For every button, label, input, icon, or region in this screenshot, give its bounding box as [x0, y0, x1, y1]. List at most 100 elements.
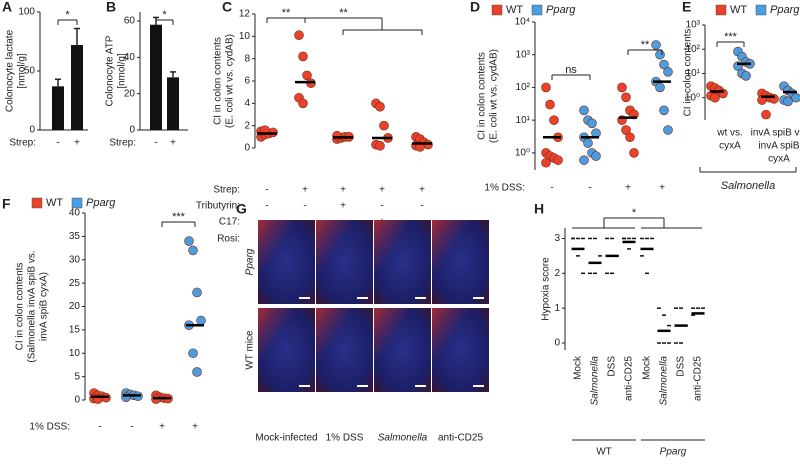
legend-swatch — [532, 5, 542, 15]
y-axis-label: [nmol/g] — [117, 53, 128, 89]
y-axis-label: Colonocyte lactate — [5, 29, 16, 112]
data-point — [792, 93, 800, 102]
legend-swatch — [716, 5, 726, 15]
data-point — [656, 50, 665, 59]
x-axis-label: Strep: — [9, 138, 36, 149]
y-tick-label: 10² — [516, 82, 531, 93]
y-tick-label: 40 — [69, 208, 81, 219]
y-tick-label: 0 — [244, 143, 250, 154]
data-point — [652, 40, 661, 49]
y-tick-label: 6 — [244, 76, 250, 87]
condition-value: + — [340, 201, 346, 212]
condition-value: - — [420, 201, 423, 212]
data-point — [664, 67, 673, 76]
condition-label: Strep: — [213, 185, 240, 196]
condition-value: + — [379, 185, 385, 196]
micrograph-edge — [316, 308, 373, 392]
condition-value: - — [380, 201, 383, 212]
panel-label: E — [682, 0, 691, 15]
legend-swatch — [492, 5, 502, 15]
data-point — [333, 131, 342, 140]
group-label: cyxA — [768, 154, 790, 165]
y-tick-label: 10 — [239, 31, 251, 42]
condition-value: + — [340, 185, 346, 196]
y-tick-label: 2 — [554, 268, 560, 279]
significance: *** — [724, 31, 738, 43]
y-tick-label: 30 — [69, 254, 81, 265]
group-label: invA spiB vs. — [751, 128, 800, 139]
y-axis-label: (E. coli wt vs. cydAB) — [225, 34, 236, 128]
condition-label: 1% DSS: — [29, 422, 70, 433]
panel-label: G — [236, 201, 247, 217]
data-point — [546, 100, 555, 109]
condition-value: + — [419, 185, 425, 196]
panel-label: A — [2, 0, 12, 15]
y-tick-label: 1 — [554, 303, 560, 314]
data-point — [197, 316, 206, 325]
x-axis-label: Strep: — [109, 138, 136, 149]
data-point — [584, 139, 593, 148]
y-tick-label: 0 — [29, 125, 35, 136]
row-label: WT mice — [245, 330, 256, 370]
data-point — [784, 97, 793, 106]
data-point — [592, 152, 601, 161]
condition-value: - — [98, 422, 101, 433]
y-axis-label: (Salmonella invA spiB vs. — [27, 250, 38, 362]
column-label: Salmonella — [378, 433, 428, 444]
condition-value: - — [130, 422, 133, 433]
y-tick-label: 0 — [74, 395, 80, 406]
significance: * — [65, 9, 70, 21]
data-point — [550, 116, 559, 125]
x-tick-label: anti-CD25 — [624, 356, 635, 401]
data-point — [554, 156, 563, 165]
data-point — [185, 237, 194, 246]
legend-label: Pparg — [546, 4, 576, 16]
y-tick-label: 10 — [69, 348, 81, 359]
group-label: wt vs. — [716, 128, 743, 139]
data-point — [630, 148, 639, 157]
panel-label: C — [222, 0, 232, 15]
data-point — [580, 156, 589, 165]
condition-value: - — [550, 183, 553, 194]
y-tick-label: 35 — [69, 231, 81, 242]
condition-value: + — [192, 422, 198, 433]
data-point — [618, 83, 627, 92]
significance: * — [632, 207, 637, 219]
legend-label: Pparg — [86, 197, 116, 209]
x-tick-label: - — [154, 138, 157, 149]
condition-value: - — [265, 185, 268, 196]
data-point — [295, 31, 304, 40]
y-tick-label: 4 — [244, 98, 250, 109]
group-label: cyxA — [719, 141, 741, 152]
condition-label: Rosi: — [217, 234, 240, 245]
data-point — [664, 126, 673, 135]
significance: ** — [282, 7, 291, 19]
column-label: Mock-infected — [255, 433, 317, 444]
y-tick-label: 12 — [239, 9, 251, 20]
data-point — [380, 121, 389, 130]
legend-swatch — [32, 198, 42, 208]
bar — [167, 77, 179, 130]
y-tick-label: 10¹ — [516, 115, 531, 126]
group-label: invA spiB — [758, 141, 799, 152]
significance: ns — [565, 64, 577, 76]
column-label: 1% DSS — [326, 433, 364, 444]
micrograph-edge — [432, 220, 489, 304]
y-axis-label: (E. coli wt vs. cydAB) — [489, 49, 500, 143]
x-tick-label: Mock — [573, 355, 584, 380]
significance: ** — [641, 39, 650, 51]
y-tick-label: 0 — [554, 338, 560, 349]
y-tick-label: 2 — [244, 120, 250, 131]
group-label: Pparg — [660, 447, 687, 458]
y-tick-label: 20 — [124, 88, 136, 99]
legend-label: WT — [506, 4, 523, 16]
micrograph-edge — [374, 308, 431, 392]
data-point — [622, 93, 631, 102]
data-point — [189, 349, 198, 358]
data-point — [542, 83, 551, 92]
y-tick-label: 8 — [244, 53, 250, 64]
micrograph-edge — [374, 220, 431, 304]
group-label: WT — [596, 447, 612, 458]
data-point — [542, 158, 551, 167]
